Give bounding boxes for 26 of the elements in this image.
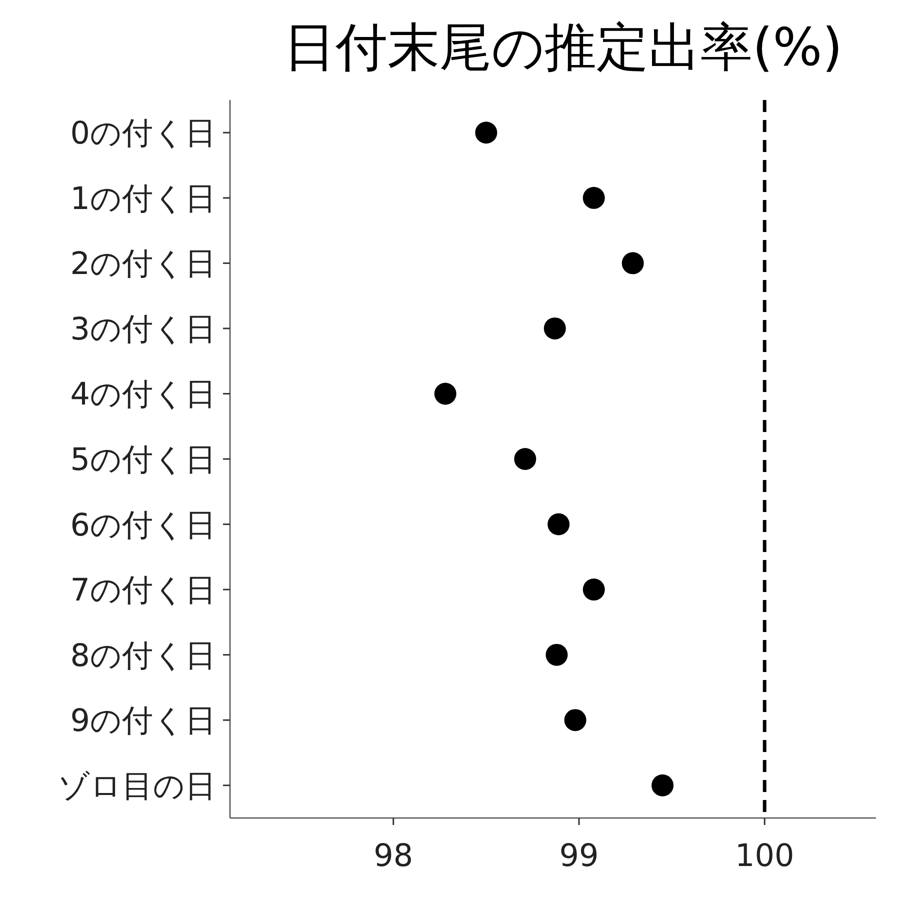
x-tick-label: 100 [735,838,794,874]
point [544,317,566,340]
point [475,122,498,144]
point [546,644,568,666]
y-tick-label: 5の付く日 [70,442,216,478]
y-tick-label: ゾロ目の日 [58,768,216,804]
y-tick-label: 2の付く日 [70,246,216,282]
y-tick-label: 0の付く日 [70,116,216,152]
y-tick-label: 9の付く日 [70,703,216,740]
point [564,709,586,732]
point [582,578,605,601]
x-tick-label: 99 [559,838,599,874]
y-tick-label: 3の付く日 [70,311,216,348]
y-tick-label: 7の付く日 [70,572,216,609]
point [548,513,570,536]
point [434,382,456,405]
x-tick-label: 98 [374,838,414,874]
y-tick-label: 4の付く日 [70,376,216,413]
chart-title: 日付末尾の推定出率(%) [284,18,842,78]
point [652,774,674,796]
y-tick-label: 6の付く日 [70,507,216,544]
point [622,252,644,274]
point [582,186,605,209]
point [514,448,536,470]
y-tick-label: 8の付く日 [70,638,216,674]
y-tick-label: 1の付く日 [70,180,216,217]
